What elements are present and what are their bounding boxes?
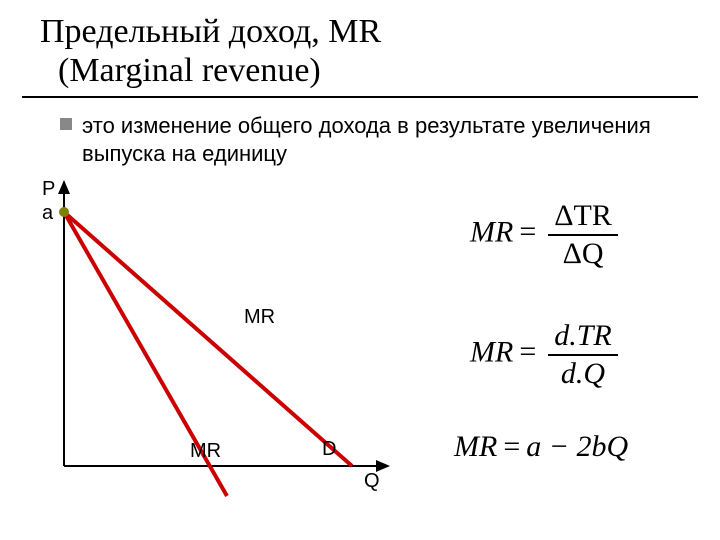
- title-line-1: Предельный доход, MR: [40, 12, 381, 51]
- slide: Предельный доход, MR (Marginal revenue) …: [0, 0, 720, 540]
- title-underline: [22, 96, 698, 98]
- slide-title: Предельный доход, MR (Marginal revenue): [40, 12, 381, 90]
- f3-rhs: a − 2bQ: [526, 430, 628, 463]
- f2-num: d.TR: [548, 320, 618, 356]
- intercept-point: [59, 207, 69, 217]
- definition-text: это изменение общего дохода в результате…: [82, 112, 680, 167]
- title-line-2: (Marginal revenue): [40, 51, 381, 90]
- bullet-marker-icon: [60, 118, 72, 130]
- f2-den: d.Q: [548, 356, 618, 390]
- f3-lhs: MR: [454, 430, 497, 463]
- label-q: Q: [364, 470, 380, 493]
- mr-chart: P a MR MR D Q: [22, 178, 402, 498]
- f1-num: ΔTR: [554, 199, 612, 232]
- demand-line: [64, 212, 352, 466]
- y-axis-arrow-icon: [58, 180, 70, 194]
- label-mr-upper: MR: [244, 306, 275, 329]
- label-p: P: [42, 178, 55, 201]
- formula-mr-linear: MR=a − 2bQ: [454, 430, 628, 464]
- label-mr-lower: MR: [190, 440, 221, 463]
- formula-mr-derivative: MR= d.TR d.Q: [470, 320, 618, 389]
- f1-den: ΔQ: [563, 237, 604, 270]
- label-d: D: [322, 438, 336, 461]
- label-a: a: [42, 202, 53, 225]
- f1-lhs: MR: [470, 215, 513, 248]
- f2-lhs: MR: [470, 335, 513, 368]
- formula-mr-delta: MR= ΔTR ΔQ: [470, 200, 618, 269]
- definition-bullet: это изменение общего дохода в результате…: [60, 112, 680, 167]
